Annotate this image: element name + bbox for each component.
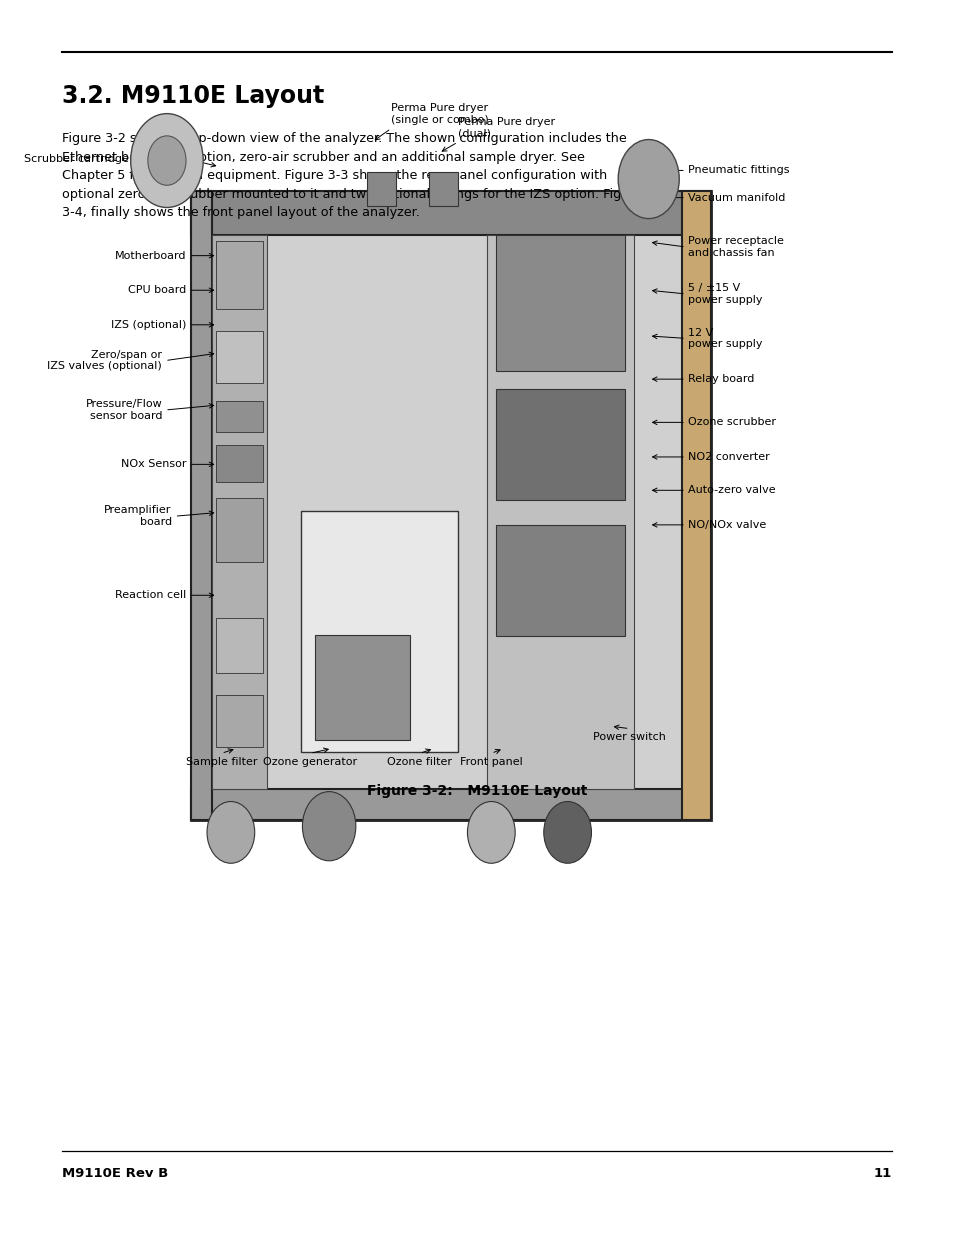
Text: Ozone filter: Ozone filter bbox=[387, 757, 452, 767]
Text: CPU board: CPU board bbox=[128, 285, 186, 295]
Text: Perma Pure dryer
(single or combo): Perma Pure dryer (single or combo) bbox=[391, 104, 488, 125]
Bar bbox=[215, 241, 263, 309]
Text: Sample filter: Sample filter bbox=[186, 757, 256, 767]
Text: Power receptacle
and chassis fan: Power receptacle and chassis fan bbox=[687, 236, 782, 258]
Bar bbox=[215, 618, 263, 673]
Text: Ozone generator: Ozone generator bbox=[263, 757, 356, 767]
Bar bbox=[496, 389, 624, 500]
Text: Figure 3-2:   M9110E Layout: Figure 3-2: M9110E Layout bbox=[366, 784, 587, 798]
Circle shape bbox=[131, 114, 203, 207]
Bar bbox=[681, 191, 710, 820]
Bar bbox=[191, 789, 710, 820]
Text: Power switch: Power switch bbox=[593, 732, 665, 742]
Text: Ozone scrubber: Ozone scrubber bbox=[687, 417, 775, 427]
Bar bbox=[215, 445, 263, 482]
Bar bbox=[300, 511, 457, 752]
Text: Preamplifier
board: Preamplifier board bbox=[104, 505, 172, 527]
Bar bbox=[215, 331, 263, 383]
Bar bbox=[215, 498, 263, 562]
Bar bbox=[215, 401, 263, 432]
Text: M9110E Rev B: M9110E Rev B bbox=[62, 1167, 168, 1179]
Text: Pressure/Flow
sensor board: Pressure/Flow sensor board bbox=[86, 399, 162, 421]
Circle shape bbox=[148, 136, 186, 185]
Text: Scrubber cartridge (optional): Scrubber cartridge (optional) bbox=[24, 154, 186, 164]
Text: NO2 converter: NO2 converter bbox=[687, 452, 769, 462]
Bar bbox=[486, 235, 634, 789]
Circle shape bbox=[207, 802, 254, 863]
Text: NOx Sensor: NOx Sensor bbox=[120, 459, 186, 469]
Text: 5 / ±15 V
power supply: 5 / ±15 V power supply bbox=[687, 283, 761, 305]
Circle shape bbox=[302, 792, 355, 861]
Text: Relay board: Relay board bbox=[687, 374, 754, 384]
Text: NO/NOx valve: NO/NOx valve bbox=[687, 520, 765, 530]
Text: 12 V
power supply: 12 V power supply bbox=[687, 327, 761, 350]
Circle shape bbox=[618, 140, 679, 219]
Text: Front panel: Front panel bbox=[459, 757, 522, 767]
Bar bbox=[212, 235, 681, 789]
Bar bbox=[191, 191, 212, 820]
Circle shape bbox=[467, 802, 515, 863]
Text: Pneumatic fittings: Pneumatic fittings bbox=[687, 165, 788, 175]
Bar bbox=[212, 235, 267, 789]
Text: Perma Pure dryer
(dual): Perma Pure dryer (dual) bbox=[457, 117, 555, 138]
Bar bbox=[314, 635, 410, 740]
Bar bbox=[496, 235, 624, 370]
Text: IZS (optional): IZS (optional) bbox=[111, 320, 186, 330]
Circle shape bbox=[543, 802, 591, 863]
Bar bbox=[215, 695, 263, 747]
Bar bbox=[191, 191, 710, 235]
Text: Auto-zero valve: Auto-zero valve bbox=[687, 485, 775, 495]
Text: Zero/span or
IZS valves (optional): Zero/span or IZS valves (optional) bbox=[48, 350, 162, 372]
Text: Figure 3-2 shows a top-down view of the analyzer. The shown configuration includ: Figure 3-2 shows a top-down view of the … bbox=[62, 132, 641, 219]
Text: Vacuum manifold: Vacuum manifold bbox=[687, 193, 784, 203]
Text: Motherboard: Motherboard bbox=[114, 251, 186, 261]
Text: 3.2. M9110E Layout: 3.2. M9110E Layout bbox=[62, 84, 324, 107]
Text: 11: 11 bbox=[873, 1167, 891, 1179]
Bar bbox=[496, 525, 624, 636]
Text: Reaction cell: Reaction cell bbox=[114, 590, 186, 600]
Bar bbox=[191, 191, 710, 820]
Bar bbox=[367, 172, 395, 206]
Bar bbox=[429, 172, 457, 206]
